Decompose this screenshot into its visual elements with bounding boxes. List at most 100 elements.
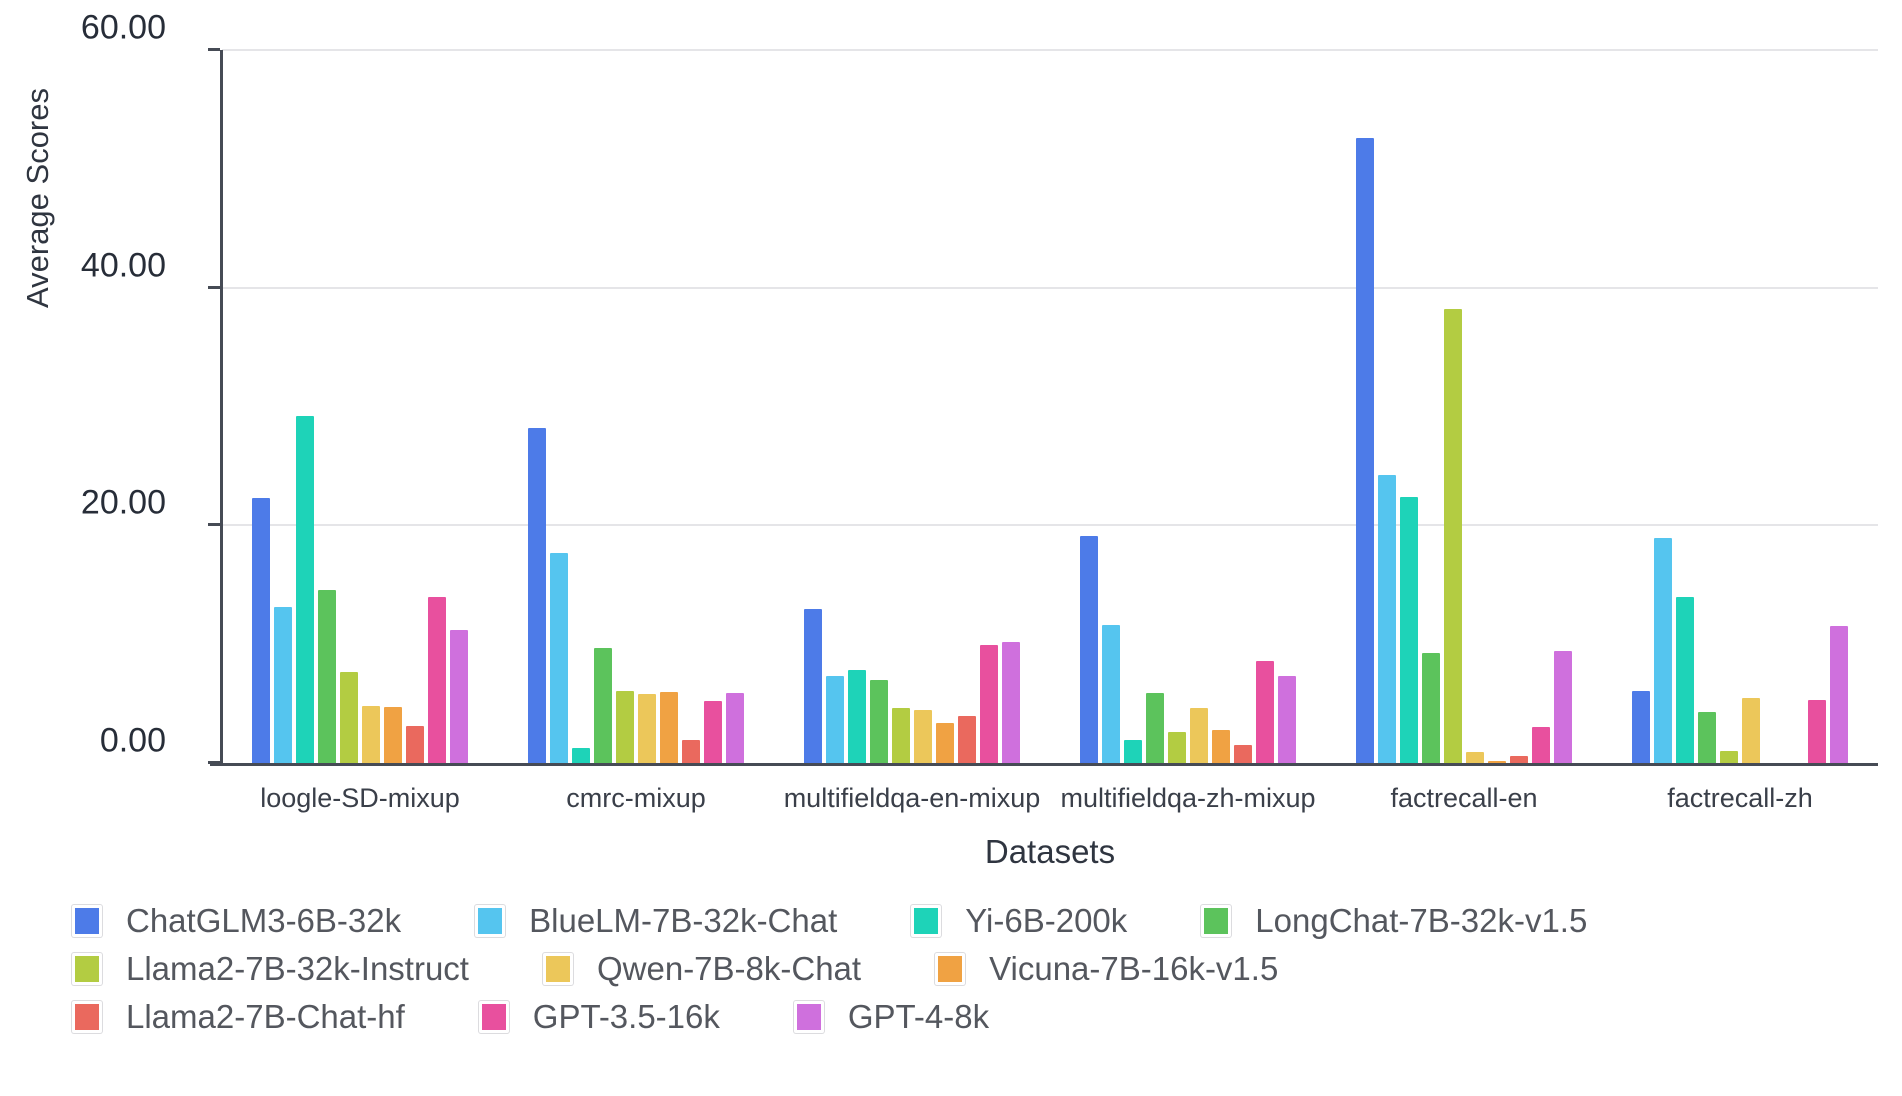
bar-Qwen-7B-8k-Chat-factrecall-en xyxy=(1466,752,1484,763)
category-label-loogle-SD-mixup: loogle-SD-mixup xyxy=(260,783,460,813)
category-label-multifieldqa-en-mixup: multifieldqa-en-mixup xyxy=(783,783,1041,813)
y-axis-line xyxy=(220,50,223,763)
legend-item-Yi-6B-200k[interactable]: Yi-6B-200k xyxy=(911,902,1127,940)
gridline-60.00 xyxy=(222,49,1878,51)
legend-label: Llama2-7B-32k-Instruct xyxy=(126,950,469,987)
legend-swatch-icon xyxy=(475,905,506,937)
bar-LongChat-7B-32k-v1.5-cmrc-mixup xyxy=(594,647,612,763)
legend-item-ChatGLM3-6B-32k[interactable]: ChatGLM3-6B-32k xyxy=(72,902,401,940)
legend-label: LongChat-7B-32k-v1.5 xyxy=(1255,902,1588,939)
legend-label: ChatGLM3-6B-32k xyxy=(126,902,402,939)
legend-label: GPT-4-8k xyxy=(847,998,990,1035)
bar-ChatGLM3-6B-32k-factrecall-zh xyxy=(1632,690,1650,763)
legend-label: Vicuna-7B-16k-v1.5 xyxy=(989,950,1279,987)
legend: ChatGLM3-6B-32k BlueLM-7B-32k-Chat Yi-6B-2… xyxy=(72,902,1587,1036)
legend-item-GPT-4-8k[interactable]: GPT-4-8k xyxy=(793,998,990,1036)
legend-item-GPT-3.5-16k[interactable]: GPT-3.5-16k xyxy=(478,998,720,1036)
bar-Vicuna-7B-16k-v1.5-multifieldqa-en-mixup xyxy=(936,722,954,763)
legend-row: Llama2-7B-Chat-hf GPT-3.5-16k GPT-4-8k xyxy=(72,998,1587,1036)
legend-item-Llama2-7B-32k-Instruct[interactable]: Llama2-7B-32k-Instruct xyxy=(72,950,469,988)
bar-Qwen-7B-8k-Chat-multifieldqa-en-mixup xyxy=(914,709,932,763)
bar-Llama2-7B-32k-Instruct-factrecall-en xyxy=(1444,309,1462,763)
bar-GPT-4-8k-cmrc-mixup xyxy=(726,692,744,763)
bar-GPT-4-8k-factrecall-en xyxy=(1554,651,1572,763)
bar-Llama2-7B-Chat-hf-multifieldqa-en-mixup xyxy=(958,715,976,763)
bar-GPT-3.5-16k-factrecall-zh xyxy=(1808,700,1826,763)
x-axis-line xyxy=(210,763,1878,766)
legend-swatch-icon xyxy=(72,1001,102,1033)
bar-LongChat-7B-32k-v1.5-factrecall-zh xyxy=(1698,711,1716,763)
bar-Llama2-7B-32k-Instruct-multifieldqa-en-mixup xyxy=(892,708,910,763)
bar-ChatGLM3-6B-32k-cmrc-mixup xyxy=(528,427,546,763)
bar-BlueLM-7B-32k-Chat-cmrc-mixup xyxy=(550,552,568,763)
bar-BlueLM-7B-32k-Chat-factrecall-en xyxy=(1378,475,1396,763)
bar-ChatGLM3-6B-32k-loogle-SD-mixup xyxy=(252,498,270,763)
plot-area: 0.00 20.00 40.00 60.00 xyxy=(81,9,1878,766)
bar-Yi-6B-200k-multifieldqa-en-mixup xyxy=(848,670,866,763)
legend-item-Llama2-7B-Chat-hf[interactable]: Llama2-7B-Chat-hf xyxy=(72,998,405,1036)
legend-label: Yi-6B-200k xyxy=(965,902,1128,939)
bar-Llama2-7B-Chat-hf-multifieldqa-zh-mixup xyxy=(1234,745,1252,763)
bar-Llama2-7B-32k-Instruct-factrecall-zh xyxy=(1720,751,1738,763)
legend-label: BlueLM-7B-32k-Chat xyxy=(529,902,838,939)
bar-LongChat-7B-32k-v1.5-loogle-SD-mixup xyxy=(318,589,336,763)
legend-swatch-icon xyxy=(911,905,942,937)
legend-item-LongChat-7B-32k-v1.5[interactable]: LongChat-7B-32k-v1.5 xyxy=(1201,902,1587,940)
bar-Llama2-7B-32k-Instruct-multifieldqa-zh-mixup xyxy=(1168,732,1186,763)
bar-LongChat-7B-32k-v1.5-multifieldqa-zh-mixup xyxy=(1146,692,1164,763)
bar-Llama2-7B-Chat-hf-factrecall-en xyxy=(1510,755,1528,763)
bar-Vicuna-7B-16k-v1.5-factrecall-en xyxy=(1488,760,1506,763)
legend-item-BlueLM-7B-32k-Chat[interactable]: BlueLM-7B-32k-Chat xyxy=(475,902,837,940)
bar-group-factrecall-zh xyxy=(1602,50,1878,763)
bar-GPT-3.5-16k-cmrc-mixup xyxy=(704,701,722,763)
legend-item-Qwen-7B-8k-Chat[interactable]: Qwen-7B-8k-Chat xyxy=(542,950,862,988)
bar-GPT-4-8k-factrecall-zh xyxy=(1830,626,1848,763)
legend-swatch-icon xyxy=(542,953,573,985)
bar-BlueLM-7B-32k-Chat-factrecall-zh xyxy=(1654,538,1672,763)
bar-group-multifieldqa-en-mixup xyxy=(774,50,1050,763)
bar-Llama2-7B-Chat-hf-cmrc-mixup xyxy=(682,740,700,763)
bar-GPT-4-8k-multifieldqa-en-mixup xyxy=(1002,641,1020,763)
y-axis-title: Average Scores xyxy=(20,88,55,308)
bar-GPT-3.5-16k-factrecall-en xyxy=(1532,727,1550,763)
bar-GPT-3.5-16k-multifieldqa-zh-mixup xyxy=(1256,660,1274,763)
y-tick-mark xyxy=(208,761,220,764)
bar-GPT-4-8k-loogle-SD-mixup xyxy=(450,629,468,763)
legend-swatch-icon xyxy=(793,1001,824,1033)
bar-Llama2-7B-32k-Instruct-cmrc-mixup xyxy=(616,690,634,763)
bar-groups xyxy=(222,50,1878,763)
x-axis-title: Datasets xyxy=(984,833,1116,870)
y-tick-label: 20.00 xyxy=(80,483,166,522)
legend-row: ChatGLM3-6B-32k BlueLM-7B-32k-Chat Yi-6B-2… xyxy=(72,902,1587,940)
x-axis-category-labels: loogle-SD-mixup cmrc-mixup multifieldqa-en… xyxy=(222,783,1878,814)
bar-Qwen-7B-8k-Chat-loogle-SD-mixup xyxy=(362,706,380,763)
legend-swatch-icon xyxy=(935,953,966,985)
category-label-factrecall-en: factrecall-en xyxy=(1390,783,1538,813)
bar-GPT-3.5-16k-multifieldqa-en-mixup xyxy=(980,645,998,763)
bar-Vicuna-7B-16k-v1.5-multifieldqa-zh-mixup xyxy=(1212,729,1230,763)
bar-Llama2-7B-Chat-hf-loogle-SD-mixup xyxy=(406,726,424,763)
bar-group-cmrc-mixup xyxy=(498,50,774,763)
legend-row: Llama2-7B-32k-Instruct Qwen-7B-8k-Chat Vic… xyxy=(72,950,1587,988)
bar-Yi-6B-200k-factrecall-en xyxy=(1400,496,1418,763)
legend-label: GPT-3.5-16k xyxy=(532,998,720,1035)
y-tick-mark xyxy=(208,523,220,527)
bar-GPT-3.5-16k-loogle-SD-mixup xyxy=(428,596,446,763)
bar-Yi-6B-200k-multifieldqa-zh-mixup xyxy=(1124,740,1142,763)
gridline-20.00 xyxy=(222,524,1878,527)
bar-ChatGLM3-6B-32k-factrecall-en xyxy=(1356,137,1374,763)
gridline-40.00 xyxy=(222,286,1878,289)
legend-label: Llama2-7B-Chat-hf xyxy=(126,998,405,1035)
bar-group-factrecall-en xyxy=(1326,50,1602,763)
bar-BlueLM-7B-32k-Chat-loogle-SD-mixup xyxy=(274,607,292,763)
legend-item-Vicuna-7B-16k-v1.5[interactable]: Vicuna-7B-16k-v1.5 xyxy=(935,950,1278,988)
bar-GPT-4-8k-multifieldqa-zh-mixup xyxy=(1278,676,1296,763)
y-tick-mark xyxy=(208,285,220,289)
bar-Qwen-7B-8k-Chat-factrecall-zh xyxy=(1742,697,1760,763)
legend-label: Qwen-7B-8k-Chat xyxy=(596,950,862,987)
legend-swatch-icon xyxy=(1201,905,1232,937)
y-tick-mark xyxy=(208,48,220,51)
bar-Qwen-7B-8k-Chat-cmrc-mixup xyxy=(638,694,656,763)
legend-swatch-icon xyxy=(72,905,102,937)
